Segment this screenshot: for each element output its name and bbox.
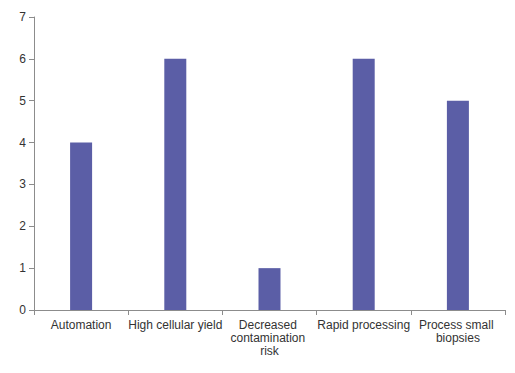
svg-text:2: 2 <box>19 219 26 233</box>
svg-text:1: 1 <box>19 261 26 275</box>
svg-text:5: 5 <box>19 94 26 108</box>
svg-text:4: 4 <box>19 136 26 150</box>
svg-text:0: 0 <box>19 303 26 317</box>
svg-text:Process small: Process small <box>419 318 497 332</box>
svg-text:High cellular yield: High cellular yield <box>128 318 222 332</box>
svg-text:6: 6 <box>19 52 26 66</box>
svg-text:contamination: contamination <box>230 331 308 345</box>
svg-text:7: 7 <box>19 10 26 24</box>
svg-text:risk: risk <box>260 344 280 358</box>
svg-text:Decreased: Decreased <box>239 318 300 332</box>
svg-text:Automation: Automation <box>51 318 112 332</box>
svg-text:3: 3 <box>19 177 26 191</box>
svg-text:biopsies: biopsies <box>436 331 480 345</box>
svg-text:Rapid processing: Rapid processing <box>317 318 410 332</box>
